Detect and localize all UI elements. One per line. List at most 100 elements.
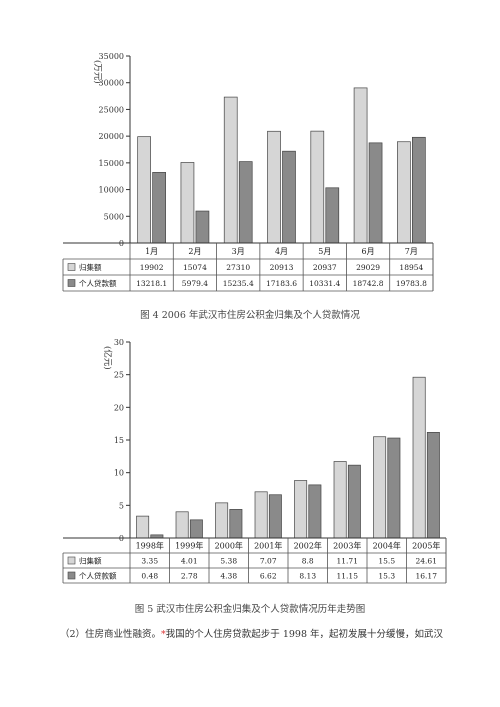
chart2-legend-label-series2: 个人贷款额 xyxy=(79,571,117,581)
chart1-y-tick-label: 20000 xyxy=(99,132,124,141)
paragraph-mark: * xyxy=(161,629,166,640)
chart1-category-label: 4月 xyxy=(275,247,288,256)
chart1-bar-series2 xyxy=(195,210,210,244)
chart1-legend-label-series2: 个人贷款额 xyxy=(79,278,117,288)
chart1-data-label-series1: 15074 xyxy=(183,263,207,272)
chart1-data-label-series2: 19783.8 xyxy=(396,279,427,288)
chart2-bar-series2 xyxy=(347,464,361,539)
chart2-y-tick-label: 20 xyxy=(114,403,124,412)
chart1-bar-series2 xyxy=(238,161,253,244)
chart2-y-tick-label: 10 xyxy=(114,469,124,478)
chart2-legend-swatch-series2 xyxy=(67,571,76,580)
chart2-data-label-series1: 4.01 xyxy=(181,557,198,566)
chart1-bar-series1 xyxy=(397,141,411,244)
chart1-bar-series2 xyxy=(412,136,426,244)
chart1-y-tick-label: 25000 xyxy=(99,105,124,114)
chart2-data-label-series2: 16.17 xyxy=(416,572,438,581)
chart1-bar-series1 xyxy=(353,87,368,244)
chart1-data-label-series2: 15235.4 xyxy=(223,279,254,288)
chart2-svg: 051015202530(亿元)1998年1999年2000年2001年2002… xyxy=(62,338,447,584)
chart2-data-label-series2: 6.62 xyxy=(260,572,277,581)
chart1-legend-label-series1: 归集额 xyxy=(79,262,102,272)
chart2-bar-series1 xyxy=(175,511,189,539)
figure5-caption: 图 5 武汉市住房公积金归集及个人贷款情况历年走势图 xyxy=(134,604,366,615)
chart1-category-label: 6月 xyxy=(362,247,375,256)
chart2-data-label-series1: 3.35 xyxy=(141,557,158,566)
chart1-data-label-series2: 5979.4 xyxy=(182,279,208,288)
chart1-data-label-series2: 10331.4 xyxy=(309,279,340,288)
chart1-legend-swatch-series2 xyxy=(67,279,76,287)
chart2-y-tick-label: 5 xyxy=(119,501,124,510)
chart2-bar-series1 xyxy=(373,436,387,539)
chart2-bar-series2 xyxy=(229,509,243,539)
chart1-bar-series1 xyxy=(223,96,238,244)
chart1-y-axis-label: (万元) xyxy=(92,60,103,84)
chart1-legend-swatch-series1 xyxy=(67,263,76,271)
chart1-category-label: 1月 xyxy=(145,247,158,256)
chart2-data-label-series2: 0.48 xyxy=(141,572,158,581)
chart1-data-label-series1: 29029 xyxy=(356,263,380,272)
chart1-bar-series2 xyxy=(282,150,296,244)
chart2-category-label: 2005年 xyxy=(412,541,440,551)
chart2-bar-series2 xyxy=(189,519,203,539)
chart2-legend-swatch-series1 xyxy=(67,556,76,565)
chart2-bar-series1 xyxy=(136,515,150,539)
chart2-category-label: 2003年 xyxy=(333,541,361,551)
chart1-bar-series1 xyxy=(267,130,281,244)
body-paragraph: （2）住房商业性融资。*我国的个人住房贷款起步于 1998 年，起初发展十分缓慢… xyxy=(60,626,490,640)
chart2-category-label: 2001年 xyxy=(254,541,282,551)
chart2-data-label-series1: 11.71 xyxy=(337,557,358,566)
chart1-data-label-series1: 20937 xyxy=(313,263,337,272)
chart1-data-label-series1: 19902 xyxy=(140,263,164,272)
chart2-data-label-series2: 8.13 xyxy=(299,572,316,581)
chart1-y-tick-label: 5000 xyxy=(104,212,124,221)
chart2-category-label: 2002年 xyxy=(294,541,322,551)
chart2-bar-series1 xyxy=(215,502,229,539)
chart1-category-label: 2月 xyxy=(188,247,201,256)
chart1-data-label-series2: 17183.6 xyxy=(266,279,297,288)
chart2-category-label: 1998年 xyxy=(136,541,164,551)
chart1-bar-series2 xyxy=(325,187,340,244)
chart2-bar-series2 xyxy=(308,484,322,539)
chart-yearly-trend: 051015202530(亿元)1998年1999年2000年2001年2002… xyxy=(0,330,500,590)
chart1-data-label-series2: 18742.8 xyxy=(353,279,384,288)
chart2-category-label: 2004年 xyxy=(373,541,401,551)
chart2-bar-series2 xyxy=(387,437,401,539)
chart2-category-label: 1999年 xyxy=(175,541,203,551)
chart2-legend-label-series1: 归集额 xyxy=(79,556,102,566)
chart1-bar-series1 xyxy=(137,136,151,244)
chart1-bar-series2 xyxy=(368,142,383,244)
chart2-data-label-series1: 24.61 xyxy=(416,557,437,566)
chart1-data-label-series1: 27310 xyxy=(226,263,250,272)
chart2-y-tick-label: 25 xyxy=(114,371,124,380)
chart2-data-label-series1: 7.07 xyxy=(260,557,277,566)
chart1-category-label: 3月 xyxy=(232,247,245,256)
chart2-data-label-series1: 15.5 xyxy=(378,557,395,566)
chart1-y-tick-label: 15000 xyxy=(99,159,124,168)
chart2-bar-series1 xyxy=(294,480,308,539)
chart2-bar-series1 xyxy=(254,491,268,539)
chart2-data-label-series2: 11.15 xyxy=(337,572,359,581)
paragraph-text: 我国的个人住房贷款起步于 1998 年，起初发展十分缓慢，如武汉 xyxy=(165,629,444,640)
chart2-data-label-series1: 5.38 xyxy=(220,557,237,566)
chart1-data-label-series1: 20913 xyxy=(270,263,294,272)
chart2-y-tick-label: 15 xyxy=(114,436,124,445)
chart2-bar-series1 xyxy=(333,461,347,539)
chart2-bar-series2 xyxy=(268,494,282,539)
chart1-y-tick-label: 35000 xyxy=(99,52,124,61)
chart1-bar-series2 xyxy=(152,172,166,244)
chart1-category-label: 5月 xyxy=(318,247,331,256)
chart1-data-label-series2: 13218.1 xyxy=(136,279,167,288)
chart1-y-tick-label: 10000 xyxy=(99,186,124,195)
chart2-data-label-series2: 4.38 xyxy=(220,572,237,581)
chart2-data-label-series2: 15.3 xyxy=(378,572,395,581)
chart2-category-label: 2000年 xyxy=(215,541,243,551)
chart2-data-label-series2: 2.78 xyxy=(181,572,198,581)
chart1-data-label-series1: 18954 xyxy=(399,263,423,272)
chart2-data-label-series1: 8.8 xyxy=(302,557,314,566)
chart-2006-monthly: 05000100001500020000250003000035000(万元)1… xyxy=(0,0,500,300)
chart1-bar-series1 xyxy=(180,162,195,244)
chart1-y-tick-label: 30000 xyxy=(99,79,124,88)
paragraph-prefix: （2）住房商业性融资。 xyxy=(60,629,162,640)
chart1-category-label: 7月 xyxy=(405,247,418,256)
